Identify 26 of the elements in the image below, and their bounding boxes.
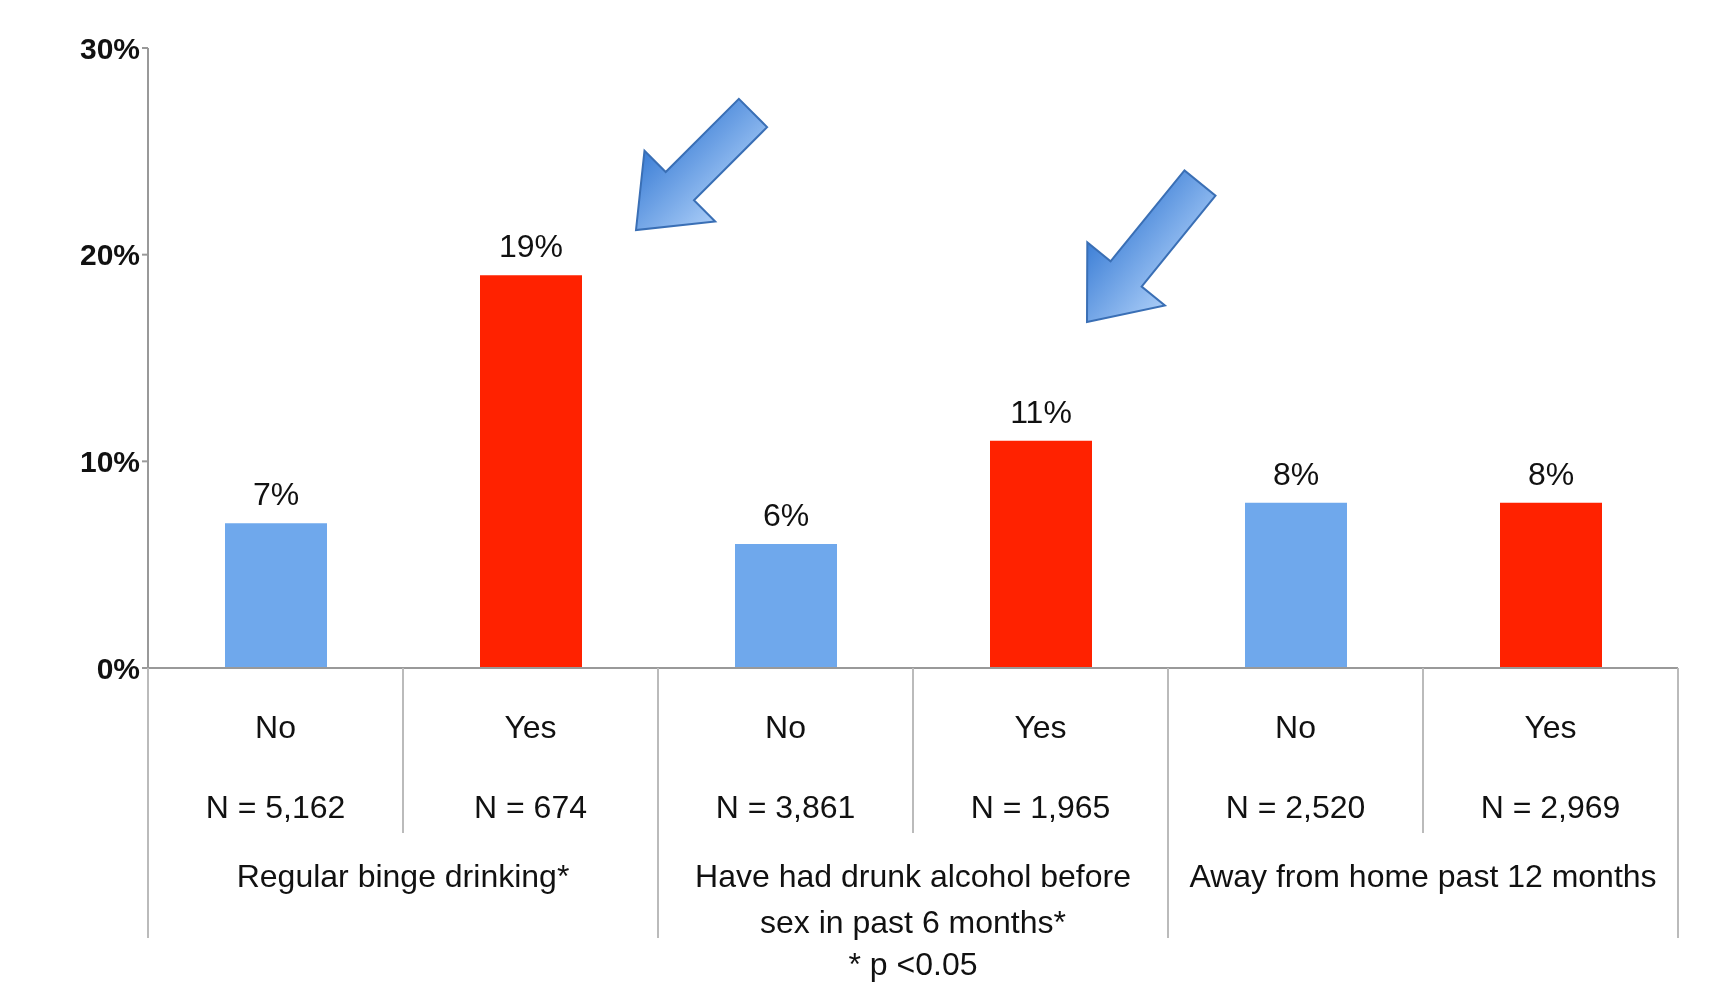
y-tick-label: 0% [96,651,140,685]
category-label: No N = 2,520 [1225,709,1366,825]
bar [480,275,582,668]
text: Have had drunk alcohol before sex in past 6 months* [694,857,1132,942]
bar [225,523,327,668]
bar [990,440,1092,668]
data-label: 11% [1010,393,1072,430]
category-label: Yes N = 2,969 [1480,709,1621,825]
category-label: No N = 5,162 [205,709,346,825]
text: Away from home past 12 months [1188,857,1658,896]
data-label: 7% [252,476,300,513]
category-label: Yes N = 1,965 [970,709,1111,825]
data-label: 19% [498,228,564,265]
y-tick-label: 10% [79,444,140,478]
data-label: 8% [1527,455,1575,492]
bar [1500,502,1602,668]
y-tick-label: 20% [79,238,140,272]
bar [735,544,837,668]
text: Regular binge drinking* [235,857,571,896]
text: * p <0.05 [847,946,979,983]
y-tick-label: 30% [79,31,140,65]
category-label: No N = 3,861 [715,709,856,825]
bar [1245,502,1347,668]
category-label: Yes N = 674 [474,709,587,825]
data-label: 6% [762,497,810,533]
data-label: 8% [1272,455,1320,492]
